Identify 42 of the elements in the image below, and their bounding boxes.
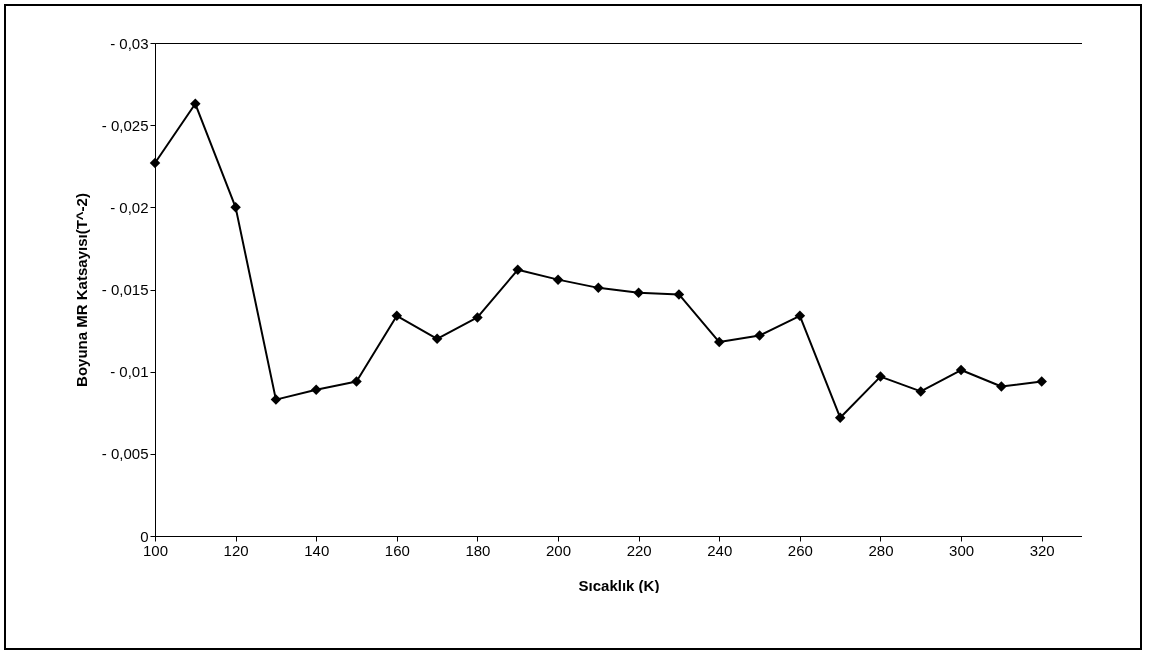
point (915, 386, 927, 397)
y-tick-label: - 0,01 (110, 363, 149, 381)
point (593, 282, 604, 294)
y-tick-label: - 0,015 (101, 281, 149, 298)
x-tick-label: 320 (1029, 541, 1055, 559)
point (875, 371, 886, 382)
point (230, 202, 241, 213)
point (310, 384, 322, 395)
point (955, 364, 967, 376)
point (714, 336, 725, 348)
point (431, 333, 443, 345)
y-axis-title: Boyuna MR Katsayısı(T^-2) (72, 193, 90, 387)
point (391, 310, 403, 322)
point (996, 381, 1007, 392)
point (794, 310, 806, 322)
x-tick-label: 220 (626, 541, 652, 559)
point (633, 287, 644, 299)
point (149, 157, 161, 169)
x-tick-label: 180 (465, 541, 491, 559)
point (1036, 376, 1047, 387)
point (351, 376, 362, 387)
x-axis-title: Sıcaklık (K) (578, 576, 660, 594)
point (512, 264, 523, 276)
x-tick-label: 200 (546, 541, 572, 559)
y-tick-label: - 0,03 (110, 34, 149, 52)
y-tick-label: - 0,005 (101, 445, 149, 463)
point (472, 312, 483, 323)
point (754, 330, 765, 341)
y-tick-label: - 0,02 (110, 198, 149, 216)
point (190, 98, 201, 110)
y-tick-label: - 0,025 (101, 116, 149, 134)
point (673, 289, 685, 300)
point (834, 412, 846, 423)
point (552, 274, 564, 285)
x-tick-label: 300 (949, 541, 975, 559)
point (270, 394, 282, 405)
x-tick-label: 260 (787, 541, 813, 559)
x-tick-label: 120 (223, 541, 249, 559)
x-tick-label: 280 (868, 541, 894, 559)
x-tick-label: 140 (304, 541, 330, 559)
x-tick-label: 160 (384, 541, 410, 559)
x-tick-label: 240 (707, 541, 733, 559)
